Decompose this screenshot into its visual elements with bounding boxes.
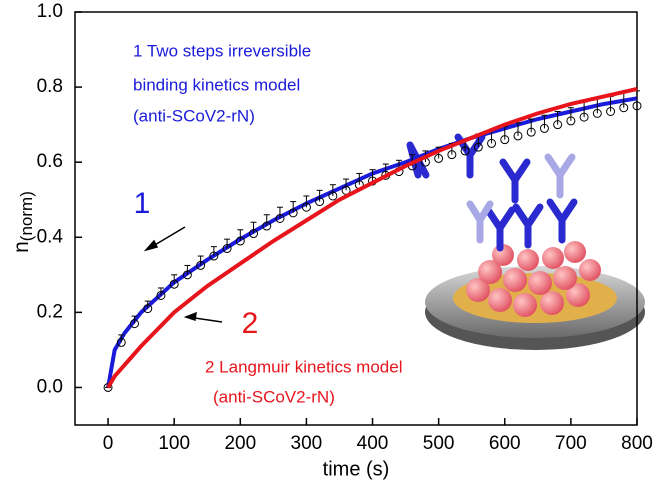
data-point xyxy=(262,221,272,231)
data-point xyxy=(288,208,298,218)
data-point xyxy=(632,101,642,111)
y-axis-label-sub: (norm) xyxy=(17,191,36,241)
antibodies-faded xyxy=(466,153,576,244)
data-point xyxy=(473,142,483,152)
x-axis-label: time (s) xyxy=(323,458,390,480)
data-point xyxy=(130,319,140,329)
data-point xyxy=(566,116,576,126)
data-point xyxy=(460,146,470,156)
data-point xyxy=(487,138,497,148)
data-point xyxy=(235,236,245,246)
x-tick-label: 500 xyxy=(423,433,455,454)
annotation: (anti-SCoV2-rN) xyxy=(133,106,255,125)
data-point xyxy=(169,279,179,289)
data-point xyxy=(592,108,602,118)
plot-frame xyxy=(74,11,638,426)
data-point xyxy=(301,202,311,212)
data-point xyxy=(143,304,153,314)
data-point xyxy=(328,191,338,201)
data-point xyxy=(434,153,444,163)
data-point xyxy=(275,214,285,223)
data-point xyxy=(196,260,206,270)
data-point xyxy=(606,106,616,116)
y-tick-label: 0.8 xyxy=(37,76,63,97)
vesicles xyxy=(466,241,601,317)
y-axis-label: n(norm) xyxy=(10,191,37,253)
annotation: (anti-SCoV2-rN) xyxy=(213,387,335,406)
y-tick-label: 1.0 xyxy=(37,1,63,22)
annotation: 2 Langmuir kinetics model xyxy=(205,357,402,376)
x-tick-label: 700 xyxy=(555,433,587,454)
data-point xyxy=(513,131,523,141)
x-tick-label: 200 xyxy=(224,433,256,454)
data-point xyxy=(103,382,113,392)
y-tick-label: 0.6 xyxy=(37,151,63,172)
model-curve xyxy=(106,96,638,388)
x-tick-label: 600 xyxy=(489,433,521,454)
x-tick-label: 0 xyxy=(103,433,114,454)
annotation: 1 Two steps irreversible xyxy=(133,41,311,60)
y-tick-label: 0.0 xyxy=(37,376,63,397)
annotation: binding kinetics model xyxy=(133,75,300,94)
data-point xyxy=(526,127,536,137)
x-tick-label: 300 xyxy=(291,433,323,454)
arrows xyxy=(143,226,223,323)
data-point xyxy=(182,270,192,280)
data-point xyxy=(579,112,589,122)
data-point xyxy=(249,229,259,239)
data-point xyxy=(209,251,219,261)
x-tick-label: 100 xyxy=(158,433,190,454)
annotation: 1 xyxy=(134,187,151,220)
data-point xyxy=(315,197,325,207)
data-point xyxy=(447,150,457,160)
x-tick-label: 400 xyxy=(357,433,389,454)
x-tick-label: 800 xyxy=(621,433,653,454)
y-tick-label: 0.4 xyxy=(37,226,64,247)
y-axis-label-main: n xyxy=(10,241,33,253)
data-point xyxy=(156,290,166,300)
data-point xyxy=(553,120,563,130)
y-tick-label: 0.2 xyxy=(37,301,63,322)
illustration xyxy=(406,133,645,350)
data-point xyxy=(539,123,549,133)
annotation: 2 xyxy=(242,307,259,340)
antibodies xyxy=(406,133,578,252)
data-point xyxy=(116,337,126,347)
data-point xyxy=(222,244,232,254)
data-point xyxy=(500,135,510,145)
data-point xyxy=(619,103,629,113)
model-curve xyxy=(106,87,638,389)
